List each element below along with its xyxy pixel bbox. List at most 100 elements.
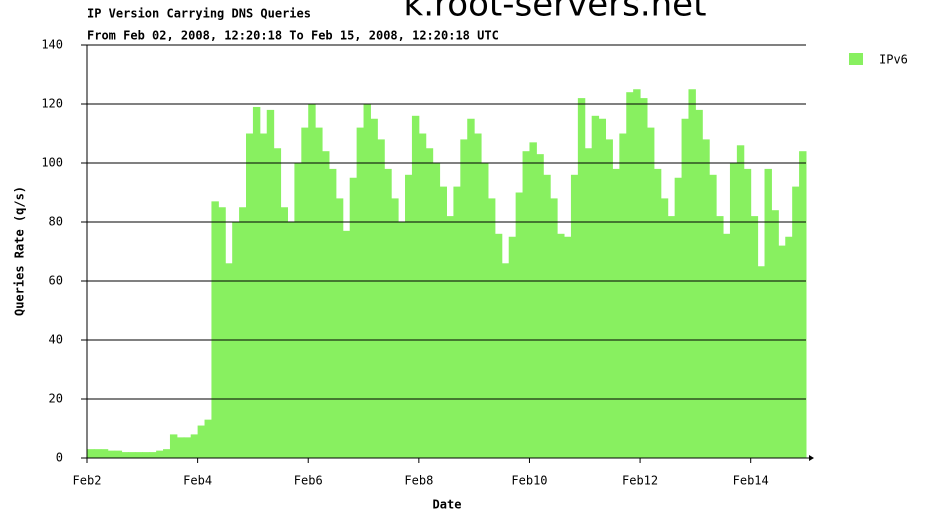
bar (494, 233, 503, 458)
bar (328, 168, 337, 458)
chart-title: IP Version Carrying DNS Queries (87, 7, 311, 21)
bar (169, 434, 178, 458)
bar (342, 230, 351, 458)
bar (163, 449, 171, 458)
bar (121, 452, 129, 458)
x-axis-arrow (809, 455, 814, 461)
bar (356, 127, 365, 458)
bar (453, 186, 461, 458)
bar (93, 449, 102, 458)
bar (709, 174, 717, 459)
bar (529, 142, 537, 458)
bar (598, 118, 607, 458)
bar (508, 236, 517, 458)
bar (315, 127, 323, 458)
bar (239, 207, 247, 458)
chart-subtitle: From Feb 02, 2008, 12:20:18 To Feb 15, 2… (87, 29, 499, 43)
bar (619, 133, 627, 458)
bar (501, 263, 510, 458)
y-tick-label: 20 (49, 392, 63, 406)
y-tick-label: 0 (56, 451, 63, 465)
bar (370, 118, 378, 458)
y-tick-label: 140 (41, 38, 63, 52)
bar (384, 168, 392, 458)
bar (522, 151, 530, 458)
bar (156, 450, 164, 458)
bar (418, 133, 427, 458)
bar (681, 118, 689, 458)
bar (757, 266, 766, 458)
bar (225, 263, 233, 458)
bar (543, 174, 551, 459)
bar (197, 425, 206, 458)
chart-header: k.root-servers.net (404, 0, 707, 25)
bar (218, 207, 226, 458)
bar (605, 139, 613, 458)
bar (335, 198, 344, 458)
bar (723, 233, 731, 458)
bar (771, 210, 779, 458)
bar (128, 452, 136, 458)
bar (792, 186, 800, 458)
bar (577, 98, 586, 458)
x-tick-label: Feb12 (622, 474, 658, 488)
bar (729, 163, 738, 458)
bar (349, 177, 358, 458)
x-tick-label: Feb4 (183, 474, 212, 488)
bar (322, 151, 330, 458)
legend-label: IPv6 (879, 53, 908, 67)
bar (266, 109, 275, 459)
bar (626, 92, 634, 458)
bar (474, 133, 482, 458)
bar (515, 192, 524, 458)
bar (688, 89, 696, 458)
bar (467, 118, 475, 458)
x-tick-label: Feb14 (733, 474, 769, 488)
bar (674, 177, 683, 458)
bar (107, 450, 116, 458)
bar (246, 133, 254, 458)
bar (584, 148, 593, 458)
bar (301, 127, 309, 458)
bar (142, 452, 150, 458)
bar (764, 168, 772, 458)
y-tick-label: 80 (49, 215, 63, 229)
bar (211, 201, 219, 458)
bar (640, 98, 648, 458)
bar (425, 148, 434, 458)
bar (646, 127, 655, 458)
bar (135, 452, 143, 458)
bar (633, 89, 641, 458)
bar (660, 198, 669, 458)
bar (100, 449, 109, 458)
bar (411, 115, 420, 459)
bar (176, 437, 185, 458)
bar (667, 216, 676, 458)
y-tick-label: 60 (49, 274, 63, 288)
bar (149, 452, 157, 458)
bar (591, 115, 600, 459)
bar (114, 450, 123, 458)
bar (564, 236, 572, 458)
bar (536, 154, 544, 458)
bar (405, 174, 413, 459)
x-tick-label: Feb2 (73, 474, 102, 488)
x-tick-label: Feb10 (511, 474, 547, 488)
bar (204, 419, 212, 458)
bar (716, 216, 724, 458)
bar (778, 245, 786, 458)
x-axis-label: Date (433, 498, 462, 512)
bar (439, 186, 447, 458)
bar (446, 216, 454, 458)
y-axis-label: Queries Rate (q/s) (13, 186, 27, 316)
bar (460, 139, 468, 458)
bar (612, 168, 620, 458)
bar (87, 449, 95, 458)
bar (377, 139, 385, 458)
bar (280, 207, 288, 458)
bar (432, 163, 441, 458)
bar (557, 233, 565, 458)
bar (481, 163, 489, 458)
bar (273, 148, 282, 458)
